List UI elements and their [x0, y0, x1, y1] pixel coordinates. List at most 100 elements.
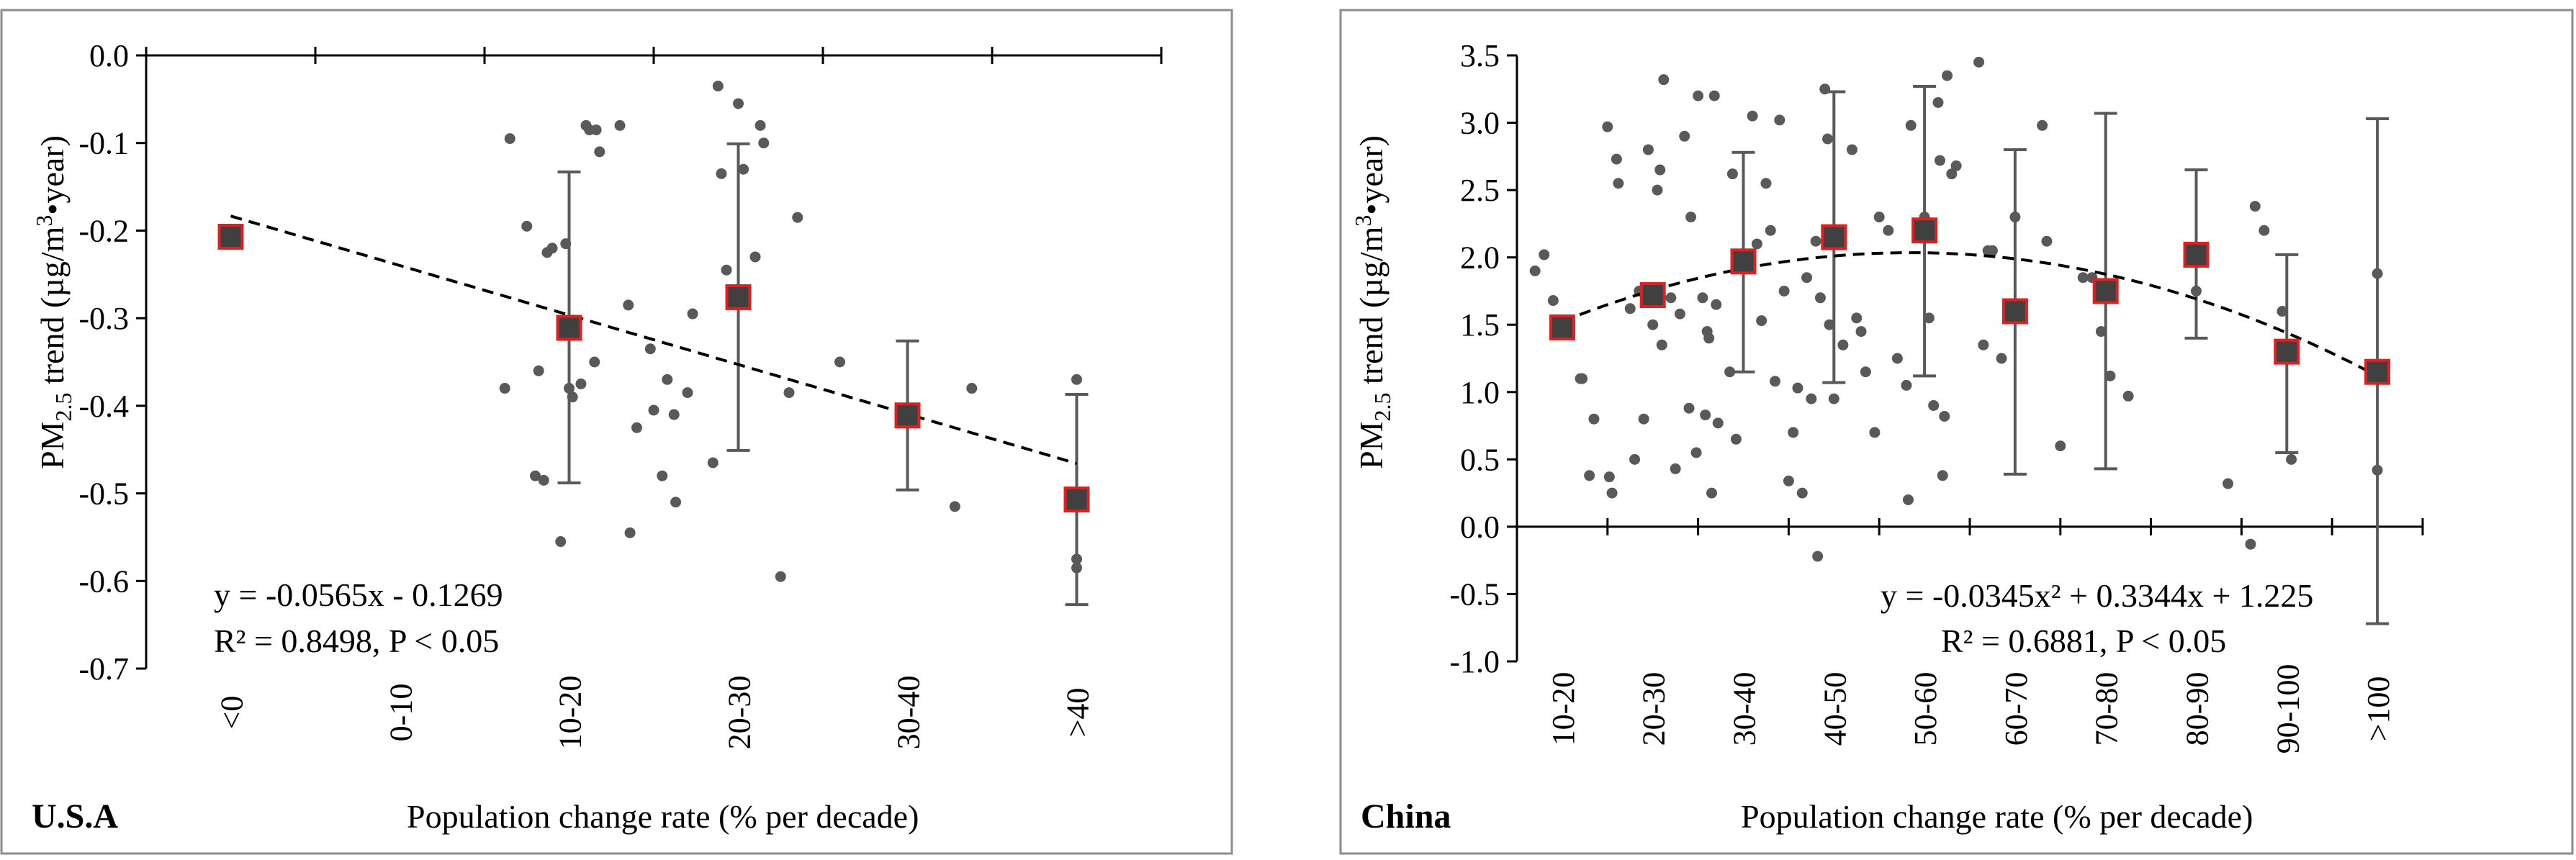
usa-data-point [1071, 374, 1082, 385]
china-data-point [1851, 312, 1863, 324]
usa-data-point [721, 264, 732, 276]
usa-data-point [555, 536, 567, 548]
china-data-point [1905, 119, 1917, 131]
usa-x-tick-label: 30-40 [891, 676, 927, 750]
usa-y-tick-label: -0.1 [78, 126, 129, 161]
china-data-point [1712, 417, 1724, 429]
china-panel-border [1339, 9, 2574, 855]
china-y-label-sup: 3 [1350, 215, 1376, 227]
china-y-tick-label: 3.5 [1460, 38, 1500, 73]
china-data-point [1674, 308, 1685, 320]
china-x-tick-label: 40-50 [1817, 672, 1852, 746]
china-data-point [2037, 119, 2048, 131]
usa-y-tick-label: -0.3 [78, 301, 129, 336]
china-data-point [1937, 470, 1948, 481]
china-x-tick-labels: 10-20 20-30 30-40 40-50 50-60 60-70 70-80 80-90… [1546, 664, 2396, 754]
usa-y-tick-label: -0.4 [78, 389, 129, 424]
usa-axes [136, 47, 1163, 670]
china-data-point [1703, 332, 1715, 344]
usa-x-axis-label: Population change rate (% per decade) [407, 798, 919, 835]
china-data-point [2223, 478, 2234, 489]
china-x-tick-label: 70-80 [2089, 672, 2125, 746]
china-data-point [1901, 379, 1912, 391]
china-data-point [2077, 272, 2089, 284]
china-data-point [1946, 168, 1958, 180]
usa-data-point [775, 571, 786, 582]
china-y-label-rest: trend (µg/m [1353, 226, 1390, 392]
usa-panel: 0.0 -0.1 -0.2 -0.3 -0.4 -0.5 -0.6 -0.7 <0 0-10 10… [0, 9, 1233, 855]
usa-data-point [504, 133, 515, 145]
usa-mean-marker [217, 223, 244, 250]
china-data-point [2095, 326, 2107, 338]
usa-data-point [716, 168, 727, 179]
china-y-tick-label: 0.0 [1460, 510, 1500, 545]
usa-data-point [670, 497, 682, 508]
china-y-tick-label: 2.5 [1460, 173, 1500, 208]
china-data-point [1934, 155, 1945, 166]
china-data-point [1783, 475, 1794, 486]
china-data-point [1765, 225, 1776, 236]
usa-data-point [623, 299, 634, 311]
usa-data-point [755, 119, 766, 131]
china-x-tick-label: 80-90 [2180, 672, 2215, 746]
china-data-point [1665, 292, 1677, 304]
usa-data-point [530, 470, 541, 481]
china-data-point [1654, 164, 1666, 176]
china-y-label-end: •year) [1353, 135, 1390, 215]
china-data-point [1706, 487, 1717, 499]
usa-y-tick-label: -0.6 [78, 563, 129, 599]
usa-trendline-path [230, 214, 1078, 466]
china-data-point [1788, 427, 1799, 438]
china-data-point [1837, 339, 1849, 350]
china-mean-marker [1549, 314, 1575, 340]
usa-mean-marker [894, 402, 921, 429]
usa-data-point [538, 474, 549, 486]
china-x-tick-label: 90-100 [2270, 664, 2305, 754]
china-mean-markers [1549, 217, 2391, 385]
usa-data-point [648, 404, 659, 416]
china-data-point [1730, 433, 1742, 445]
usa-data-point [657, 470, 668, 481]
china-mean-marker [1639, 282, 1666, 309]
china-data-point [1711, 299, 1722, 310]
usa-y-label-rest: trend (µg/m [34, 226, 71, 392]
usa-x-tick-label: 10-20 [553, 676, 588, 750]
china-data-point [1821, 133, 1833, 145]
china-data-point [1539, 249, 1550, 261]
usa-data-point [624, 527, 636, 538]
china-data-point [1846, 144, 1857, 155]
china-data-point [1647, 319, 1659, 330]
china-data-point [1584, 470, 1595, 481]
usa-data-point [949, 501, 960, 512]
china-data-point [2258, 225, 2270, 236]
china-mean-marker [1730, 248, 1757, 275]
china-data-point [2041, 235, 2053, 247]
china-data-point [1860, 366, 1871, 378]
usa-mean-marker [725, 284, 752, 310]
china-mean-marker [2364, 358, 2391, 385]
usa-data-point [707, 457, 719, 469]
china-data-point [1814, 292, 1826, 304]
china-data-point [1812, 551, 1824, 562]
china-data-point [1942, 70, 1953, 81]
china-data-point [1690, 447, 1702, 458]
usa-data-point [834, 356, 845, 368]
usa-data-point [590, 124, 602, 135]
usa-y-tick-labels: 0.0 -0.1 -0.2 -0.3 -0.4 -0.5 -0.6 -0.7 [78, 38, 129, 687]
china-data-point [1638, 413, 1649, 425]
china-data-point [1796, 487, 1808, 499]
china-data-point [1869, 427, 1881, 438]
usa-data-point [662, 374, 673, 385]
usa-panel-label: U.S.A [32, 797, 118, 836]
china-y-axis-label: PM2.5 trend (µg/m3•year) [1350, 135, 1395, 469]
china-data-point [1606, 487, 1618, 499]
usa-equation: y = -0.0565x - 0.1269 [214, 576, 503, 613]
china-y-tick-label: 1.5 [1460, 307, 1500, 343]
china-r2-text: R² = 0.6881, P < 0.05 [1941, 623, 2226, 659]
china-data-point [1685, 212, 1697, 223]
china-data-point [1824, 319, 1835, 330]
china-data-point [2276, 306, 2288, 317]
china-data-point [1760, 178, 1772, 189]
usa-y-tick-label: -0.2 [78, 213, 129, 248]
